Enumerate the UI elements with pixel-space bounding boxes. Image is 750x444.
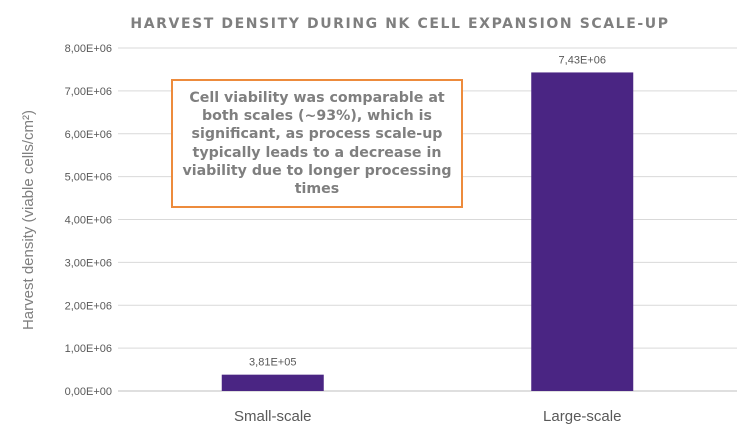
data-labels: 3,81E+05 7,43E+06: [249, 54, 606, 368]
data-label: 7,43E+06: [559, 54, 606, 66]
y-tick-label: 8,00E+06: [65, 43, 112, 55]
bar-small-scale: [221, 374, 324, 391]
x-axis-categories: Small-scale Large-scale: [234, 408, 621, 425]
y-tick-label: 6,00E+06: [65, 129, 112, 141]
y-axis-ticks: 0,00E+00 1,00E+06 2,00E+06 3,00E+06 4,00E+06…: [65, 43, 112, 398]
x-category-label: Large-scale: [543, 408, 621, 425]
y-tick-label: 5,00E+06: [65, 172, 112, 184]
bars: [221, 72, 634, 391]
y-tick-label: 3,00E+06: [65, 257, 112, 269]
y-tick-label: 7,00E+06: [65, 86, 112, 98]
x-category-label: Small-scale: [234, 408, 312, 425]
y-tick-label: 1,00E+06: [65, 343, 112, 355]
chart-title: HARVEST DENSITY DURING NK CELL EXPANSION…: [130, 16, 669, 32]
y-axis-label: Harvest density (viable cells/cm²): [20, 110, 37, 330]
annotation-text: Cell viability was comparable at both sc…: [182, 89, 452, 198]
bar-large-scale: [531, 72, 634, 391]
y-tick-label: 2,00E+06: [65, 300, 112, 312]
y-tick-label: 0,00E+00: [65, 386, 112, 398]
data-label: 3,81E+05: [249, 357, 296, 369]
y-tick-label: 4,00E+06: [65, 215, 112, 227]
annotation-box: Cell viability was comparable at both sc…: [171, 79, 463, 208]
